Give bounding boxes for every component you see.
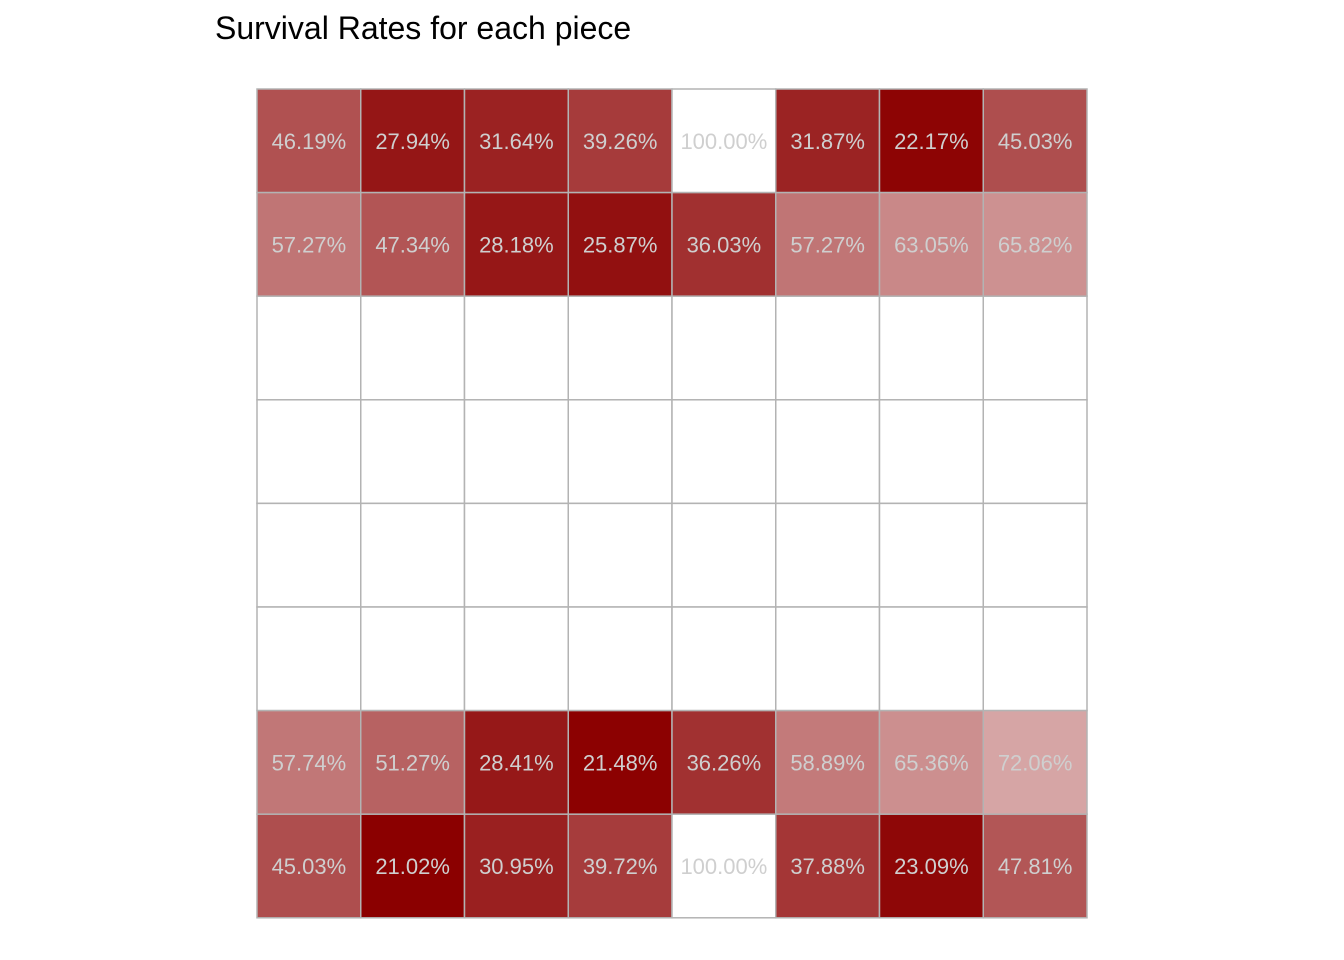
cell-label-r1-c3: 25.87% — [583, 232, 658, 257]
heatmap-cell-r7-c4 — [671, 813, 777, 919]
cell-label-r7-c0: 45.03% — [272, 854, 347, 879]
cell-label-r7-c3: 39.72% — [583, 854, 658, 879]
cell-label-r1-c2: 28.18% — [479, 232, 554, 257]
heatmap-cell-r0-c7 — [982, 88, 1088, 194]
cell-label-r0-c4: 100.00% — [680, 129, 767, 154]
heatmap-cell-r5-c4 — [671, 606, 777, 712]
heatmap-cell-r2-c1 — [360, 295, 466, 401]
heatmap-cell-r6-c0 — [256, 709, 362, 815]
heatmap-cell-r4-c1 — [360, 502, 466, 608]
heatmap-cell-r5-c5 — [775, 606, 881, 712]
heatmap-cell-r4-c7 — [982, 502, 1088, 608]
heatmap-cell-r3-c6 — [878, 399, 984, 505]
heatmap-cell-r2-c4 — [671, 295, 777, 401]
cell-label-r1-c7: 65.82% — [998, 232, 1073, 257]
cell-label-r6-c2: 28.41% — [479, 750, 554, 775]
cell-label-r6-c7: 72.06% — [998, 750, 1073, 775]
cell-label-r6-c6: 65.36% — [894, 750, 969, 775]
heatmap-cell-r5-c3 — [567, 606, 673, 712]
heatmap-cell-r7-c1 — [360, 813, 466, 919]
heatmap-cell-r7-c6 — [878, 813, 984, 919]
heatmap-cell-r4-c4 — [671, 502, 777, 608]
cell-label-r0-c5: 31.87% — [790, 129, 865, 154]
heatmap-cells — [256, 88, 1088, 919]
heatmap-cell-r4-c5 — [775, 502, 881, 608]
heatmap-cell-r3-c3 — [567, 399, 673, 505]
heatmap-cell-r1-c4 — [671, 191, 777, 297]
cell-label-r7-c2: 30.95% — [479, 854, 554, 879]
heatmap-cell-r5-c7 — [982, 606, 1088, 712]
heatmap-cell-r3-c2 — [463, 399, 569, 505]
heatmap-cell-r6-c4 — [671, 709, 777, 815]
cell-label-r6-c4: 36.26% — [687, 750, 762, 775]
heatmap-cell-r2-c0 — [256, 295, 362, 401]
cell-label-r7-c4: 100.00% — [680, 854, 767, 879]
heatmap-cell-r4-c0 — [256, 502, 362, 608]
cell-label-r7-c5: 37.88% — [790, 854, 865, 879]
heatmap-cell-r7-c0 — [256, 813, 362, 919]
cell-label-r0-c1: 27.94% — [375, 129, 450, 154]
heatmap-cell-r6-c1 — [360, 709, 466, 815]
heatmap-cell-r7-c7 — [982, 813, 1088, 919]
heatmap-cell-r2-c6 — [878, 295, 984, 401]
heatmap-cell-r2-c7 — [982, 295, 1088, 401]
heatmap-cell-r5-c0 — [256, 606, 362, 712]
heatmap-cell-r1-c0 — [256, 191, 362, 297]
heatmap-cell-r5-c1 — [360, 606, 466, 712]
heatmap-cell-r4-c2 — [463, 502, 569, 608]
heatmap-cell-r3-c1 — [360, 399, 466, 505]
cell-label-r1-c1: 47.34% — [375, 232, 450, 257]
heatmap-cell-r2-c2 — [463, 295, 569, 401]
heatmap-cell-r5-c6 — [878, 606, 984, 712]
cell-label-r6-c5: 58.89% — [790, 750, 865, 775]
heatmap-cell-r0-c2 — [463, 88, 569, 194]
cell-label-r7-c1: 21.02% — [375, 854, 450, 879]
cell-label-r0-c3: 39.26% — [583, 129, 658, 154]
cell-label-r7-c7: 47.81% — [998, 854, 1073, 879]
heatmap-cell-r0-c1 — [360, 88, 466, 194]
heatmap-cell-r1-c5 — [775, 191, 881, 297]
cell-label-r6-c1: 51.27% — [375, 750, 450, 775]
heatmap-cell-r0-c0 — [256, 88, 362, 194]
heatmap-cell-r6-c2 — [463, 709, 569, 815]
cell-label-r0-c7: 45.03% — [998, 129, 1073, 154]
heatmap-cell-r1-c7 — [982, 191, 1088, 297]
heatmap-cell-r2-c3 — [567, 295, 673, 401]
cell-label-r1-c4: 36.03% — [687, 232, 762, 257]
heatmap-cell-r1-c3 — [567, 191, 673, 297]
heatmap-cell-r7-c5 — [775, 813, 881, 919]
cell-label-r6-c0: 57.74% — [272, 750, 347, 775]
heatmap-cell-r5-c2 — [463, 606, 569, 712]
cell-label-r1-c0: 57.27% — [272, 232, 347, 257]
heatmap-cell-r6-c3 — [567, 709, 673, 815]
heatmap-cell-r1-c1 — [360, 191, 466, 297]
chart-title: Survival Rates for each piece — [215, 10, 632, 46]
cell-label-r1-c5: 57.27% — [790, 232, 865, 257]
heatmap-cell-r3-c5 — [775, 399, 881, 505]
cell-label-r7-c6: 23.09% — [894, 854, 969, 879]
cell-label-r0-c2: 31.64% — [479, 129, 554, 154]
heatmap-cell-r4-c3 — [567, 502, 673, 608]
heatmap-cell-r6-c6 — [878, 709, 984, 815]
heatmap-labels: 46.19% 27.94% 31.64% 39.26% 100.00% 31.87% 22.… — [272, 129, 1073, 879]
heatmap-cell-r6-c5 — [775, 709, 881, 815]
heatmap-cell-r4-c6 — [878, 502, 984, 608]
cell-label-r1-c6: 63.05% — [894, 232, 969, 257]
heatmap-cell-r6-c7 — [982, 709, 1088, 815]
heatmap-cell-r0-c6 — [878, 88, 984, 194]
heatmap-cell-r1-c6 — [878, 191, 984, 297]
cell-label-r0-c6: 22.17% — [894, 129, 969, 154]
heatmap-cell-r3-c0 — [256, 399, 362, 505]
heatmap-cell-r2-c5 — [775, 295, 881, 401]
cell-label-r6-c3: 21.48% — [583, 750, 658, 775]
heatmap-cell-r3-c4 — [671, 399, 777, 505]
heatmap-cell-r3-c7 — [982, 399, 1088, 505]
cell-label-r0-c0: 46.19% — [272, 129, 347, 154]
